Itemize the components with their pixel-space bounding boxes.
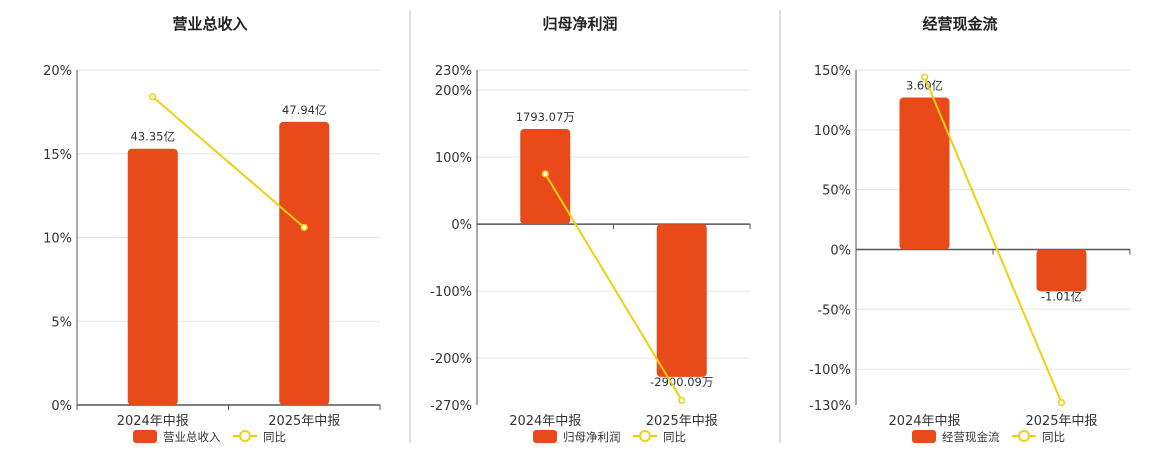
line-series bbox=[544, 173, 683, 401]
y-tick-label: -270% bbox=[430, 399, 472, 414]
bar bbox=[899, 97, 950, 250]
x-category-label: 2025年中报 bbox=[1025, 414, 1097, 429]
x-category-label: 2024年中报 bbox=[509, 414, 581, 429]
y-tick-label: 0% bbox=[51, 399, 72, 414]
bar bbox=[279, 121, 330, 406]
legend-label: 同比 bbox=[663, 430, 686, 444]
legend-bar-swatch bbox=[533, 430, 557, 443]
y-tick-label: 100% bbox=[435, 151, 472, 166]
legend: 归母净利润 同比 bbox=[533, 430, 686, 444]
chart-3: 经营现金流 -130% -100% -50% 0% 50% 100% 150% 3.60亿 -1.… bbox=[809, 15, 1131, 444]
x-category-label: 2025年中报 bbox=[268, 414, 340, 429]
line-series bbox=[152, 96, 305, 229]
x-category-label: 2025年中报 bbox=[646, 414, 718, 429]
bar-data-label: -1.01亿 bbox=[1041, 289, 1082, 303]
line-point bbox=[300, 223, 308, 232]
y-tick-label: 5% bbox=[51, 315, 72, 330]
y-tick-label: -50% bbox=[817, 303, 851, 318]
bar bbox=[1036, 249, 1087, 292]
legend-line-marker bbox=[1018, 430, 1030, 442]
chart-title: 营业总收入 bbox=[172, 15, 247, 33]
legend-bar-swatch bbox=[912, 430, 936, 443]
legend: 营业总收入 同比 bbox=[133, 430, 286, 444]
legend-label: 同比 bbox=[1042, 430, 1065, 444]
bar-data-label: 1793.07万 bbox=[516, 110, 575, 124]
bar-data-label: -2900.09万 bbox=[650, 375, 713, 389]
line-point bbox=[1057, 399, 1066, 407]
line-point bbox=[541, 170, 549, 178]
y-tick-label: -200% bbox=[430, 352, 472, 367]
bar-data-label: 47.94亿 bbox=[282, 103, 326, 117]
legend-label: 营业总收入 bbox=[163, 430, 221, 444]
bar bbox=[127, 148, 178, 405]
chart-2: 归母净利润 -270% -200% -100% 0% 100% 200% 230% 1793.0… bbox=[430, 15, 751, 444]
line-point bbox=[149, 93, 157, 101]
y-tick-label: 230% bbox=[435, 64, 472, 79]
line-point bbox=[678, 396, 686, 404]
y-tick-label: 200% bbox=[435, 84, 472, 99]
line-series bbox=[923, 76, 1063, 403]
legend-label: 归母净利润 bbox=[563, 430, 621, 444]
legend-bar-swatch bbox=[133, 430, 157, 443]
line-point bbox=[920, 73, 929, 81]
y-tick-label: -130% bbox=[809, 399, 851, 414]
legend-line-marker bbox=[239, 430, 251, 442]
bar bbox=[656, 224, 707, 377]
legend-label: 同比 bbox=[263, 430, 286, 444]
chart-title: 经营现金流 bbox=[922, 15, 997, 33]
y-tick-label: 0% bbox=[830, 243, 851, 258]
y-tick-label: 50% bbox=[822, 184, 851, 199]
y-tick-label: 150% bbox=[814, 64, 851, 79]
y-tick-label: 15% bbox=[43, 148, 72, 163]
bar-data-label: 43.35亿 bbox=[131, 130, 175, 144]
legend-line-marker bbox=[639, 430, 651, 442]
y-tick-label: 20% bbox=[43, 64, 72, 79]
legend: 经营现金流 同比 bbox=[912, 430, 1065, 444]
x-category-label: 2024年中报 bbox=[888, 414, 960, 429]
x-category-label: 2024年中报 bbox=[117, 414, 189, 429]
y-tick-label: -100% bbox=[809, 363, 851, 378]
legend-label: 经营现金流 bbox=[942, 430, 1000, 444]
bar-data-label: 3.60亿 bbox=[906, 79, 943, 93]
y-tick-label: 100% bbox=[814, 124, 851, 139]
y-tick-label: 10% bbox=[43, 232, 72, 247]
y-tick-label: 0% bbox=[451, 218, 472, 233]
chart-1: 营业总收入 0% 5% 10% 15% 20% 43.35亿 47.94亿 2024年中报 202… bbox=[43, 15, 381, 444]
y-tick-label: -100% bbox=[430, 285, 472, 300]
chart-title: 归母净利润 bbox=[542, 15, 617, 33]
